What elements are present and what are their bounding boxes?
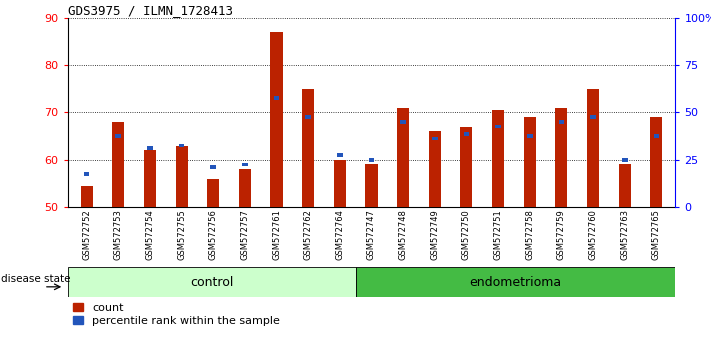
Bar <box>496 125 501 129</box>
Bar <box>356 267 675 297</box>
Bar <box>242 162 247 166</box>
Bar <box>527 134 533 138</box>
Text: disease state: disease state <box>1 274 71 284</box>
Text: GSM572765: GSM572765 <box>652 209 661 260</box>
Bar <box>432 137 438 140</box>
Bar <box>559 120 565 124</box>
Bar <box>400 120 406 124</box>
Bar <box>429 131 441 207</box>
Text: GSM572749: GSM572749 <box>430 209 439 259</box>
Text: GSM572753: GSM572753 <box>114 209 123 260</box>
Text: GSM572747: GSM572747 <box>367 209 376 260</box>
Bar <box>270 32 282 207</box>
Bar <box>587 89 599 207</box>
Bar <box>207 179 219 207</box>
Bar <box>84 172 90 176</box>
Text: GSM572764: GSM572764 <box>336 209 344 260</box>
Text: GSM572762: GSM572762 <box>304 209 313 260</box>
Bar <box>464 132 469 136</box>
Bar <box>305 115 311 119</box>
Bar <box>524 117 536 207</box>
Text: GSM572761: GSM572761 <box>272 209 281 260</box>
Bar <box>368 158 375 162</box>
Text: GSM572763: GSM572763 <box>620 209 629 260</box>
Bar <box>178 144 184 147</box>
Text: control: control <box>190 276 233 289</box>
Bar <box>461 127 473 207</box>
Bar <box>334 160 346 207</box>
Bar <box>176 145 188 207</box>
Bar <box>112 122 124 207</box>
Text: GSM572759: GSM572759 <box>557 209 566 259</box>
Text: GSM572748: GSM572748 <box>399 209 407 260</box>
Bar <box>80 186 92 207</box>
Text: GSM572752: GSM572752 <box>82 209 91 259</box>
Text: endometrioma: endometrioma <box>469 276 562 289</box>
Bar <box>555 108 567 207</box>
Bar <box>274 96 279 100</box>
Bar <box>619 165 631 207</box>
Bar <box>651 117 663 207</box>
Text: GSM572758: GSM572758 <box>525 209 534 260</box>
Bar <box>590 115 596 119</box>
Legend: count, percentile rank within the sample: count, percentile rank within the sample <box>73 303 280 326</box>
Text: GSM572756: GSM572756 <box>209 209 218 260</box>
Bar <box>115 134 121 138</box>
Bar <box>492 110 504 207</box>
Bar <box>147 146 153 150</box>
Bar <box>68 267 356 297</box>
Bar <box>365 165 378 207</box>
Text: GSM572754: GSM572754 <box>145 209 154 259</box>
Bar <box>397 108 409 207</box>
Text: GSM572755: GSM572755 <box>177 209 186 259</box>
Bar <box>302 89 314 207</box>
Bar <box>210 165 216 169</box>
Text: GSM572757: GSM572757 <box>240 209 250 260</box>
Bar <box>622 158 628 162</box>
Text: GSM572751: GSM572751 <box>493 209 503 259</box>
Bar <box>144 150 156 207</box>
Bar <box>239 169 251 207</box>
Text: GSM572750: GSM572750 <box>462 209 471 259</box>
Text: GSM572760: GSM572760 <box>589 209 598 260</box>
Bar <box>653 134 659 138</box>
Bar <box>337 153 343 157</box>
Text: GDS3975 / ILMN_1728413: GDS3975 / ILMN_1728413 <box>68 4 232 17</box>
